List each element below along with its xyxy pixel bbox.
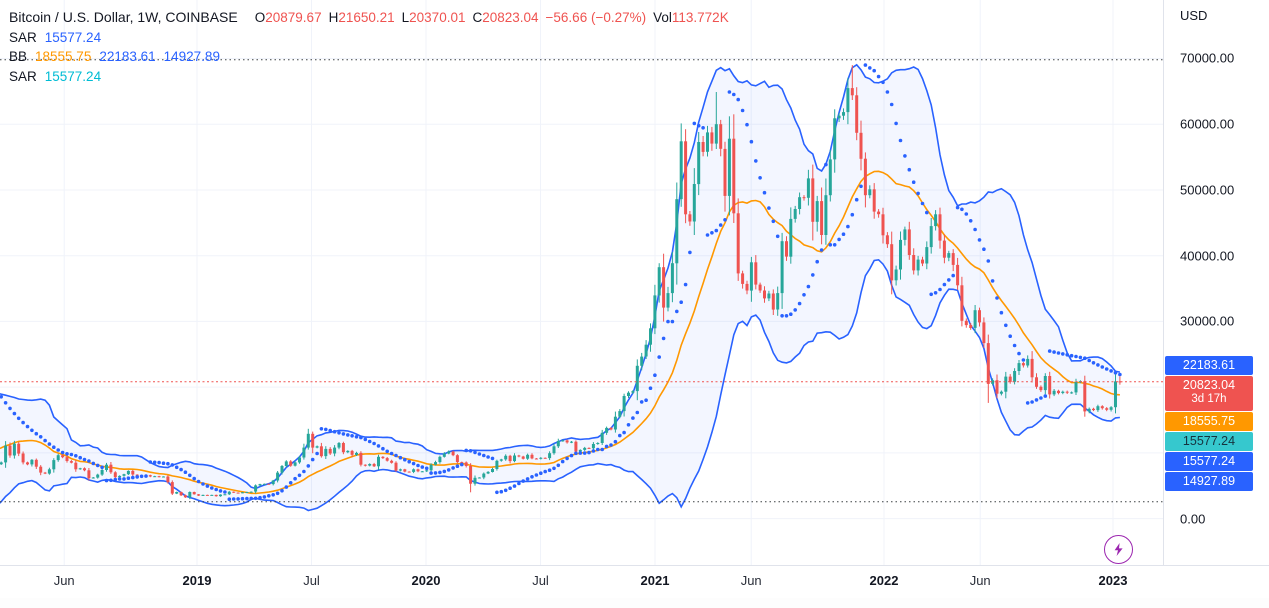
high-value: 21650.21	[338, 10, 395, 25]
symbol-row[interactable]: Bitcoin / U.S. Dollar, 1W, COINBASE O2087…	[9, 8, 729, 28]
volume-value: 113.772K	[671, 10, 729, 25]
year-label: 2020	[411, 573, 441, 588]
volume-label: Vol	[653, 10, 672, 25]
indicator-value: 22183.61	[99, 49, 156, 64]
open-label: O	[254, 10, 266, 25]
countdown: 3d 17h	[1191, 393, 1227, 405]
month-label: Jul	[303, 573, 320, 588]
close-value: 20823.04	[482, 10, 539, 25]
price-tick: 50000.00	[1180, 182, 1235, 198]
flash-button[interactable]	[1104, 535, 1133, 564]
indicator-row-sar-2[interactable]: SAR 15577.24	[9, 67, 729, 87]
low-label: L	[401, 10, 410, 25]
year-label: 2021	[640, 573, 670, 588]
price-axis[interactable]: USD 70000.00 60000.00 50000.00 40000.00 3000…	[1163, 0, 1269, 597]
last-price-label: 20823.04 3d 17h	[1165, 376, 1253, 411]
year-label: 2023	[1098, 573, 1128, 588]
low-value: 20370.01	[409, 10, 466, 25]
indicator-name: SAR	[9, 29, 37, 45]
price-tick: 70000.00	[1180, 50, 1235, 66]
sar1-label: 15577.24	[1165, 452, 1253, 471]
chart-pane[interactable]: Bitcoin / U.S. Dollar, 1W, COINBASE O2087…	[0, 0, 1163, 565]
change-value: −56.66 (−0.27%)	[545, 10, 647, 25]
indicator-value: 18555.75	[35, 49, 92, 64]
price-tick: 60000.00	[1180, 116, 1235, 132]
month-label: Jun	[740, 573, 762, 588]
year-label: 2019	[182, 573, 212, 588]
bb-basis-label: 18555.75	[1165, 412, 1253, 431]
month-label: Jun	[969, 573, 991, 588]
year-label: 2022	[869, 573, 899, 588]
sar2-label: 15577.24	[1165, 432, 1253, 451]
indicator-value: 15577.24	[44, 68, 102, 84]
candlestick-chart[interactable]	[0, 0, 1163, 565]
price-tick: 0.00	[1180, 511, 1206, 527]
legend: Bitcoin / U.S. Dollar, 1W, COINBASE O2087…	[9, 8, 729, 86]
price-tick: 40000.00	[1180, 248, 1235, 264]
month-label: Jun	[53, 573, 75, 588]
lightning-icon	[1114, 543, 1123, 556]
indicator-value: 14927.89	[163, 49, 220, 64]
bottom-strip	[0, 598, 1269, 608]
indicator-name: BB	[9, 49, 28, 64]
indicator-row-bb[interactable]: BB 18555.75 22183.61 14927.89	[9, 47, 729, 67]
indicator-row-sar-1[interactable]: SAR 15577.24	[9, 28, 729, 48]
indicator-name: SAR	[9, 68, 37, 84]
high-label: H	[328, 10, 339, 25]
bb-upper-label: 22183.61	[1165, 356, 1253, 375]
time-axis[interactable]: Jun 2019 Jul 2020 Jul 2021 Jun 2022 Jun 2023	[0, 565, 1269, 599]
open-value: 20879.67	[265, 10, 322, 25]
indicator-value: 15577.24	[44, 29, 102, 45]
symbol-title[interactable]: Bitcoin / U.S. Dollar, 1W, COINBASE	[9, 9, 238, 25]
currency-label: USD	[1180, 8, 1208, 23]
month-label: Jul	[532, 573, 549, 588]
price-tick: 30000.00	[1180, 313, 1235, 329]
close-label: C	[472, 10, 483, 25]
bb-lower-label: 14927.89	[1165, 472, 1253, 491]
